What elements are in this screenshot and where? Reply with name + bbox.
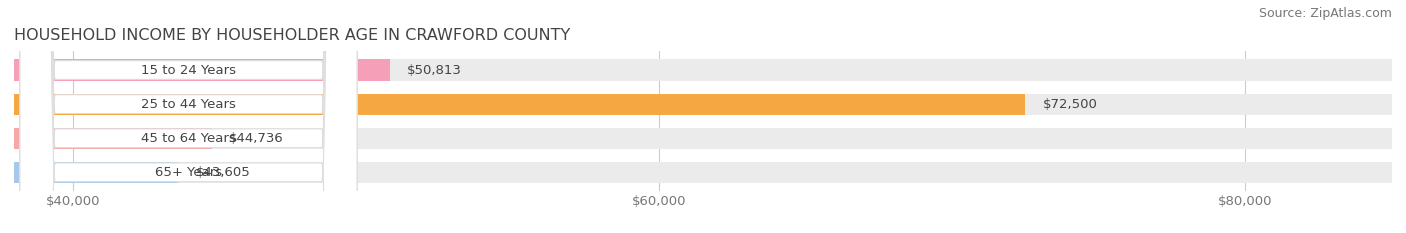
FancyBboxPatch shape xyxy=(20,0,357,233)
FancyBboxPatch shape xyxy=(20,0,357,233)
Bar xyxy=(14,128,1392,149)
Bar xyxy=(14,162,1392,183)
Text: $72,500: $72,500 xyxy=(1043,98,1098,111)
Text: $50,813: $50,813 xyxy=(408,64,463,76)
FancyBboxPatch shape xyxy=(20,0,357,233)
Text: 15 to 24 Years: 15 to 24 Years xyxy=(141,64,236,76)
Bar xyxy=(14,93,1025,115)
Text: Source: ZipAtlas.com: Source: ZipAtlas.com xyxy=(1258,7,1392,20)
Bar xyxy=(14,59,1392,81)
FancyBboxPatch shape xyxy=(20,0,357,233)
Text: 65+ Years: 65+ Years xyxy=(155,166,222,179)
Text: HOUSEHOLD INCOME BY HOUSEHOLDER AGE IN CRAWFORD COUNTY: HOUSEHOLD INCOME BY HOUSEHOLDER AGE IN C… xyxy=(14,28,571,43)
Text: 25 to 44 Years: 25 to 44 Years xyxy=(141,98,236,111)
Bar xyxy=(14,93,1392,115)
Text: $44,736: $44,736 xyxy=(229,132,284,145)
Bar xyxy=(14,162,179,183)
Text: $43,605: $43,605 xyxy=(195,166,250,179)
Text: 45 to 64 Years: 45 to 64 Years xyxy=(141,132,236,145)
Bar xyxy=(14,59,389,81)
Bar xyxy=(14,128,211,149)
